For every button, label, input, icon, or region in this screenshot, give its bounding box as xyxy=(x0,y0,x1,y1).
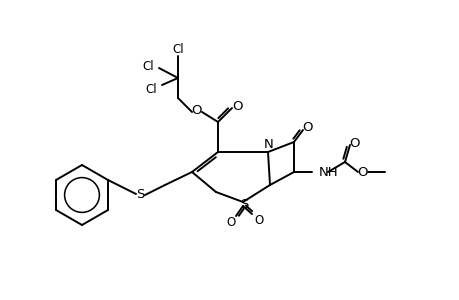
Text: Cl: Cl xyxy=(145,82,157,95)
Text: S: S xyxy=(135,188,144,202)
Text: Cl: Cl xyxy=(172,43,184,56)
Text: O: O xyxy=(191,103,202,116)
Text: O: O xyxy=(232,100,243,112)
Text: O: O xyxy=(226,215,235,229)
Text: O: O xyxy=(357,166,368,178)
Text: O: O xyxy=(349,136,359,149)
Text: N: N xyxy=(263,137,273,151)
Text: O: O xyxy=(302,121,313,134)
Text: Cl: Cl xyxy=(142,59,153,73)
Text: S: S xyxy=(239,197,248,211)
Text: O: O xyxy=(254,214,263,226)
Text: NH: NH xyxy=(318,166,338,178)
